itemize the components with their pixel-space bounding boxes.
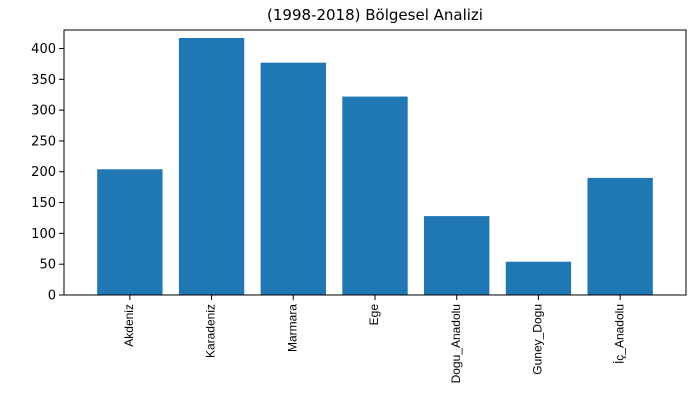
- x-tick-label: İç_Anadolu: [612, 304, 626, 364]
- y-tick-label: 0: [48, 289, 56, 304]
- x-tick-label: Ege: [367, 304, 381, 326]
- bar-ege: [342, 96, 408, 295]
- y-axis: 0 50 100 150 200 250 300 350 400: [31, 42, 64, 304]
- bar-karadeniz: [178, 38, 245, 295]
- y-tick-label: 200: [31, 165, 56, 180]
- x-tick-label: Akdeniz: [122, 304, 136, 347]
- chart-title: (1998-2018) Bölgesel Analizi: [267, 6, 483, 24]
- y-tick-label: 250: [31, 134, 56, 149]
- plot-frame: [63, 29, 687, 296]
- x-tick-label: Guney_Dogu: [531, 304, 545, 375]
- bar-guney_dogu: [505, 261, 572, 295]
- y-tick-label: 350: [31, 73, 56, 88]
- bar-akdeniz: [97, 169, 163, 295]
- y-tick-label: 300: [31, 104, 56, 119]
- y-tick-label: 150: [31, 196, 56, 211]
- x-tick-label: Marmara: [285, 304, 299, 352]
- bars-layer: [97, 38, 653, 295]
- y-tick-label: 400: [31, 42, 56, 57]
- x-tick-label: Dogu_Anadolu: [449, 304, 463, 383]
- bar-dogu_anadolu: [424, 216, 490, 295]
- x-axis: Akdeniz Karadeniz Marmara Ege Dogu_Anadolu Gu…: [122, 295, 626, 383]
- bar-marmara: [260, 62, 326, 295]
- y-tick-label: 50: [39, 258, 56, 273]
- bar-i̇ç_anadolu: [587, 177, 653, 295]
- x-tick-label: Karadeniz: [204, 304, 218, 358]
- y-tick-label: 100: [31, 227, 56, 242]
